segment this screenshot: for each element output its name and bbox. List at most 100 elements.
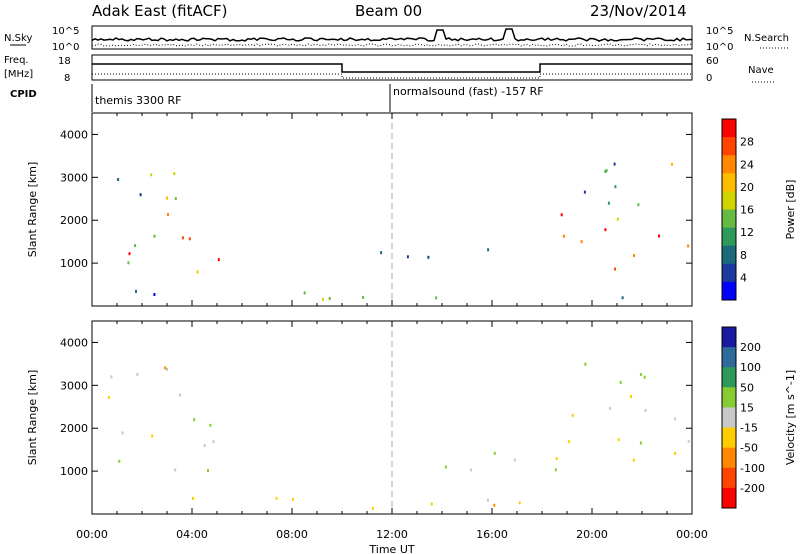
data-cell	[212, 440, 215, 444]
freq-panel	[91, 54, 693, 81]
colorbar-label: Velocity [m s^-1]	[784, 370, 797, 465]
x-axis-ticks: 00:00 04:00 08:00 12:00 16:00 20:00 00:00	[76, 528, 708, 541]
data-cell	[153, 293, 156, 296]
nave-label: Nave	[748, 65, 774, 76]
colorbar-swatch	[722, 209, 736, 229]
colorbar-swatch	[722, 173, 736, 192]
colorbar-frame	[721, 118, 737, 301]
data-cell	[110, 375, 113, 379]
scatter-cells	[108, 362, 690, 510]
data-cell	[153, 234, 156, 238]
data-cell	[584, 362, 587, 366]
data-cell	[207, 469, 209, 473]
data-cell	[487, 498, 489, 502]
y-tick-label: 4000	[60, 128, 88, 141]
power-colorbar: 28 24 20 16 12 8 4 Power [dB]	[721, 118, 797, 301]
data-cell	[135, 289, 137, 293]
data-cell	[555, 457, 558, 461]
data-cell	[560, 213, 563, 217]
nave-tick-high: 60	[706, 56, 719, 67]
data-cell	[173, 172, 176, 176]
colorbar-swatch	[722, 327, 736, 348]
data-cell	[630, 395, 632, 398]
data-cell	[217, 258, 220, 262]
data-cell	[613, 162, 616, 166]
colorbar-tick-label: 200	[740, 341, 761, 354]
data-cell	[118, 459, 121, 463]
data-cell	[328, 297, 331, 300]
colorbar-swatch	[722, 487, 736, 509]
data-cell	[616, 217, 619, 221]
colorbar-swatch	[722, 427, 736, 449]
data-cell	[639, 373, 642, 376]
data-cell	[583, 190, 586, 194]
scatter-cells	[117, 162, 690, 301]
colorbar-swatch	[722, 119, 736, 138]
data-cell	[427, 255, 430, 259]
data-cell	[571, 413, 574, 417]
nsky-series	[91, 28, 693, 42]
data-cell	[117, 178, 120, 181]
colorbar-tick-label: 4	[740, 271, 747, 284]
velocity-panel: 1000 2000 3000 4000 Slant Range [km]	[26, 320, 693, 515]
data-cell	[619, 380, 622, 384]
data-cell	[493, 451, 496, 455]
data-cell	[164, 366, 167, 370]
colorbar-tick-label: 28	[740, 136, 754, 149]
colorbar-tick-label: 50	[740, 381, 754, 394]
colorbar-swatch	[722, 367, 736, 388]
colorbar-swatch	[722, 227, 736, 247]
colorbar-swatch	[722, 263, 736, 283]
data-cell	[687, 439, 690, 443]
colorbar-tick-label: -50	[740, 442, 758, 455]
x-tick-label: 04:00	[176, 528, 208, 541]
colorbar-swatch	[722, 387, 736, 408]
colorbar-swatch	[722, 191, 736, 210]
colorbar-swatch	[722, 155, 736, 174]
data-cell	[179, 393, 182, 397]
data-cell	[562, 234, 565, 238]
data-cell	[568, 440, 571, 444]
colorbar-swatch	[722, 467, 736, 489]
data-cell	[136, 372, 139, 376]
x-tick-label: 00:00	[676, 528, 708, 541]
power-panel: 1000 2000 3000 4000 Slant Range [km]	[26, 112, 693, 307]
data-cell	[291, 497, 294, 501]
data-cell	[174, 197, 177, 201]
y-tick-label: 3000	[60, 379, 88, 392]
data-cell	[674, 451, 677, 455]
y-tick-label: 1000	[60, 465, 88, 478]
data-cell	[632, 458, 635, 462]
colorbar-swatch	[722, 281, 736, 301]
data-cell	[637, 203, 640, 207]
data-cell	[303, 291, 306, 295]
data-cell	[435, 296, 438, 300]
colorbar-tick-label: 24	[740, 158, 754, 171]
x-tick-label: 08:00	[276, 528, 308, 541]
data-cell	[127, 261, 130, 265]
data-cell	[406, 255, 409, 259]
date-title: 23/Nov/2014	[590, 2, 687, 20]
data-cell	[196, 270, 199, 274]
colorbar-tick-label: 12	[740, 226, 754, 239]
data-cell	[192, 496, 194, 500]
colorbar-swatch	[722, 245, 736, 265]
beam-title: Beam 00	[355, 2, 422, 20]
data-cell	[121, 431, 124, 435]
data-cell	[604, 169, 607, 173]
data-cell	[275, 496, 278, 500]
data-cell	[430, 502, 433, 506]
data-cell	[167, 213, 169, 216]
data-cell	[644, 409, 647, 412]
data-cell	[150, 173, 153, 177]
y-tick-label: 3000	[60, 171, 88, 184]
x-tick-label: 00:00	[76, 528, 108, 541]
y-tick-label: 1000	[60, 257, 88, 270]
data-cell	[487, 248, 490, 252]
x-tick-label: 16:00	[476, 528, 508, 541]
colorbar-frame	[721, 326, 737, 509]
data-cell	[444, 465, 447, 469]
data-cell	[209, 423, 212, 427]
freq-label: Freq.	[4, 55, 29, 66]
